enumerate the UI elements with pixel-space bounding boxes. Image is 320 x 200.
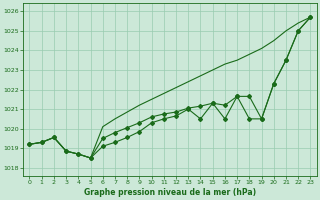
X-axis label: Graphe pression niveau de la mer (hPa): Graphe pression niveau de la mer (hPa)	[84, 188, 256, 197]
